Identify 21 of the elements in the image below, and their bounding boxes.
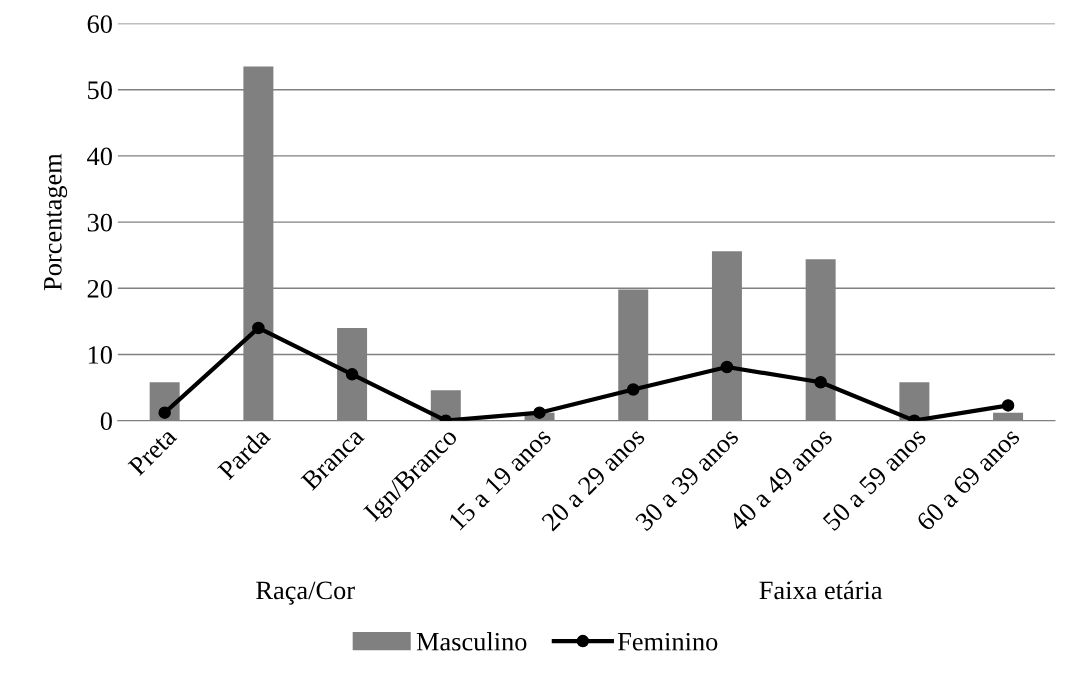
point (345, 368, 359, 381)
y-tick-label: 40 (87, 147, 112, 166)
legend-label: Feminino (617, 632, 718, 651)
y-tick-label: 60 (87, 15, 112, 33)
point (1001, 399, 1015, 412)
y-tick-label: 0 (100, 412, 112, 431)
point (158, 406, 171, 419)
y-tick-label: 10 (88, 346, 112, 364)
y-tick-label: 30 (87, 213, 112, 232)
x-tick-label: Preta (127, 426, 178, 477)
point (533, 406, 546, 419)
y-tick-label: 20 (87, 279, 112, 298)
point (626, 383, 640, 396)
point (720, 360, 734, 374)
text: Faixa etária (759, 580, 883, 600)
y-axis-title: Porcentagem (44, 153, 68, 291)
y-tick-label: 50 (88, 81, 112, 100)
point (252, 321, 265, 335)
text: Raça/Cor (256, 581, 355, 605)
legend-label: Masculino (416, 632, 527, 651)
point (814, 375, 827, 389)
